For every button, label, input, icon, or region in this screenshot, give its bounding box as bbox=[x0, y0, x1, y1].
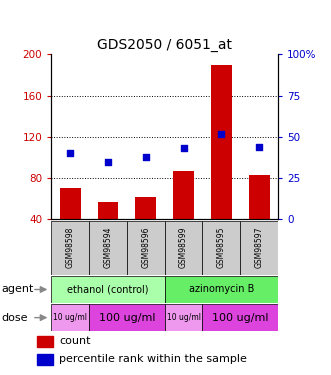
Text: GSM98599: GSM98599 bbox=[179, 227, 188, 268]
Text: agent: agent bbox=[2, 285, 34, 294]
Bar bbox=[89, 304, 165, 331]
Bar bbox=[98, 202, 118, 219]
Text: 100 ug/ml: 100 ug/ml bbox=[99, 313, 155, 322]
Text: GSM98597: GSM98597 bbox=[255, 227, 264, 268]
Point bbox=[143, 154, 148, 160]
Bar bbox=[211, 64, 232, 219]
Bar bbox=[135, 196, 156, 219]
Bar bbox=[240, 220, 278, 275]
Bar bbox=[165, 220, 203, 275]
Bar bbox=[203, 220, 240, 275]
Text: ethanol (control): ethanol (control) bbox=[67, 285, 149, 294]
Text: 10 ug/ml: 10 ug/ml bbox=[166, 313, 201, 322]
Bar bbox=[37, 354, 53, 365]
Text: percentile rank within the sample: percentile rank within the sample bbox=[59, 354, 247, 364]
Text: GSM98595: GSM98595 bbox=[217, 227, 226, 268]
Text: 10 ug/ml: 10 ug/ml bbox=[53, 313, 87, 322]
Point bbox=[68, 150, 73, 156]
Point bbox=[181, 146, 186, 152]
Bar bbox=[89, 220, 127, 275]
Text: GSM98598: GSM98598 bbox=[66, 227, 75, 268]
Bar bbox=[165, 304, 203, 331]
Bar bbox=[249, 175, 269, 219]
Point bbox=[257, 144, 262, 150]
Bar bbox=[173, 171, 194, 219]
Bar bbox=[51, 304, 89, 331]
Bar bbox=[203, 304, 278, 331]
Text: dose: dose bbox=[2, 313, 28, 322]
Bar bbox=[51, 276, 165, 303]
Title: GDS2050 / 6051_at: GDS2050 / 6051_at bbox=[97, 38, 232, 52]
Text: count: count bbox=[59, 336, 91, 346]
Bar bbox=[60, 188, 80, 219]
Point bbox=[105, 159, 111, 165]
Text: azinomycin B: azinomycin B bbox=[189, 285, 254, 294]
Text: GSM98596: GSM98596 bbox=[141, 227, 150, 268]
Point bbox=[219, 130, 224, 136]
Bar bbox=[51, 220, 89, 275]
Bar bbox=[165, 276, 278, 303]
Bar bbox=[37, 336, 53, 347]
Bar bbox=[127, 220, 165, 275]
Text: GSM98594: GSM98594 bbox=[104, 227, 113, 268]
Text: 100 ug/ml: 100 ug/ml bbox=[212, 313, 268, 322]
